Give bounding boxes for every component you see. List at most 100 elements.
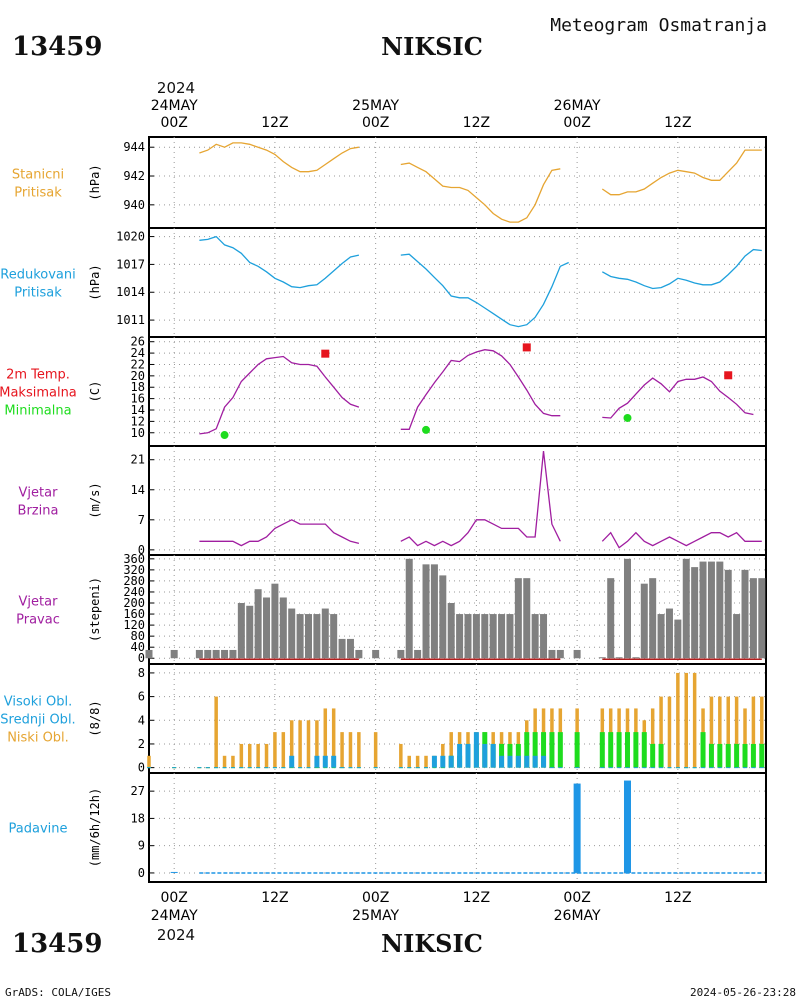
cloud-bar (448, 755, 454, 768)
y-tick-label: 14 (131, 403, 145, 417)
panel-station-pressure: 940 942 944 (hPa) Stanicni Pritisak (12, 136, 767, 229)
cloud-bar (273, 732, 277, 768)
y-axis-label: (mm/6h/12h) (88, 788, 102, 867)
cloud-bar (549, 732, 555, 768)
hour-label-bottom: 12Z (463, 890, 490, 906)
panel-frame (148, 772, 767, 883)
cloud-bar (667, 696, 672, 768)
panel-label: Pravac (16, 613, 60, 628)
y-tick-label: 22 (131, 357, 145, 371)
panel-label: Redukovani (0, 268, 75, 283)
direction-bar (397, 649, 405, 659)
panel-reduced-pressure: 1011 1014 1017 1020 (hPa) Redukovani Pritisak (0, 227, 767, 338)
direction-bar (540, 614, 548, 659)
hour-label-top: 12Z (261, 115, 288, 131)
cloud-bar (650, 743, 656, 768)
cloud-bar (659, 696, 663, 768)
cloud-bar (357, 732, 361, 768)
cloud-bar (473, 732, 479, 768)
hour-label-top: 00Z (362, 115, 389, 131)
hour-label-bottom: 00Z (563, 890, 590, 906)
direction-bar (640, 583, 648, 659)
cloud-bar (415, 755, 420, 768)
y-axis-label: (hPa) (88, 164, 102, 200)
panel-frame (148, 136, 767, 229)
cloud-bar (708, 743, 714, 768)
cloud-bar (431, 755, 437, 768)
cloud-bar (759, 743, 765, 768)
station-name-top: NIKSIC (381, 32, 483, 61)
direction-bar (430, 564, 438, 659)
series-line (400, 162, 561, 223)
cloud-bar (147, 755, 151, 768)
axes-layer: 940942944(hPa)StanicniPritisak1011101410… (0, 98, 767, 924)
cloud-bar (323, 708, 328, 768)
min-temp-marker (422, 425, 431, 434)
station-name-bottom: NIKSIC (381, 929, 483, 958)
y-tick-label: 944 (123, 140, 145, 154)
cloud-bar (490, 743, 496, 768)
direction-bar (246, 605, 254, 659)
cloud-bar (306, 720, 311, 768)
series-line (400, 451, 561, 547)
direction-bar (623, 558, 631, 659)
direction-bar (229, 649, 237, 659)
panel-label: Visoki Obl. (4, 695, 72, 710)
cloud-bar (725, 743, 731, 768)
station-id-top: 13459 (12, 32, 102, 62)
day-label-top: 25MAY (352, 98, 399, 114)
panel-label: Srednji Obl. (0, 713, 75, 728)
footer-credit: GrADS: COLA/IGES (5, 986, 111, 999)
year-label-bottom: 2024 (157, 926, 195, 944)
y-tick-label: 14 (131, 483, 145, 497)
direction-bar (506, 614, 514, 659)
cloud-bar (734, 696, 739, 768)
direction-bar (607, 578, 615, 659)
y-tick-label: 7 (138, 513, 145, 527)
direction-bar (733, 614, 741, 659)
direction-bar (304, 614, 312, 659)
y-tick-label: 1014 (116, 285, 145, 299)
y-tick-label: 1020 (116, 230, 145, 244)
direction-bar (758, 578, 766, 659)
y-tick-label: 21 (131, 453, 145, 467)
direction-bar (422, 564, 430, 659)
y-tick-label: 1011 (116, 313, 145, 327)
y-tick-label: 200 (123, 596, 145, 610)
direction-bar (288, 608, 296, 659)
y-tick-label: 0 (138, 543, 145, 557)
y-tick-label: 18 (131, 380, 145, 394)
direction-bar (707, 561, 715, 659)
direction-bar (682, 558, 690, 659)
product-title: Meteogram Osmatranja (550, 15, 767, 36)
cloud-bar (281, 732, 286, 768)
cloud-bar (399, 743, 403, 768)
cloud-bar (440, 755, 446, 768)
panel-frame (148, 227, 767, 338)
cloud-bar (507, 755, 513, 768)
min-temp-marker (623, 413, 632, 422)
cloud-bar (424, 755, 428, 768)
y-axis-label: (stepeni) (88, 577, 102, 642)
cloud-bar (407, 755, 411, 768)
y-tick-label: 16 (131, 392, 145, 406)
cloud-bar (314, 755, 320, 768)
direction-bar (464, 614, 472, 659)
y-axis-label: (m/s) (88, 482, 102, 518)
cloud-bar (222, 755, 227, 768)
panel-label: Stanicni (12, 168, 64, 183)
series-line (199, 235, 360, 289)
y-tick-label: 24 (131, 346, 145, 360)
panel-cloud-cover: 0 2 4 6 8 (8/8) Visoki Obl. Srednji Obl. Niski O… (0, 663, 767, 775)
series-line (601, 531, 762, 549)
direction-bar (691, 567, 699, 659)
max-temp-marker (724, 371, 733, 380)
cloud-bar (692, 672, 697, 768)
direction-bar (514, 578, 522, 659)
panel-label: Vjetar (19, 486, 59, 501)
y-tick-label: 10 (131, 426, 145, 440)
cloud-bar (532, 755, 538, 768)
panel-frame (148, 336, 767, 447)
